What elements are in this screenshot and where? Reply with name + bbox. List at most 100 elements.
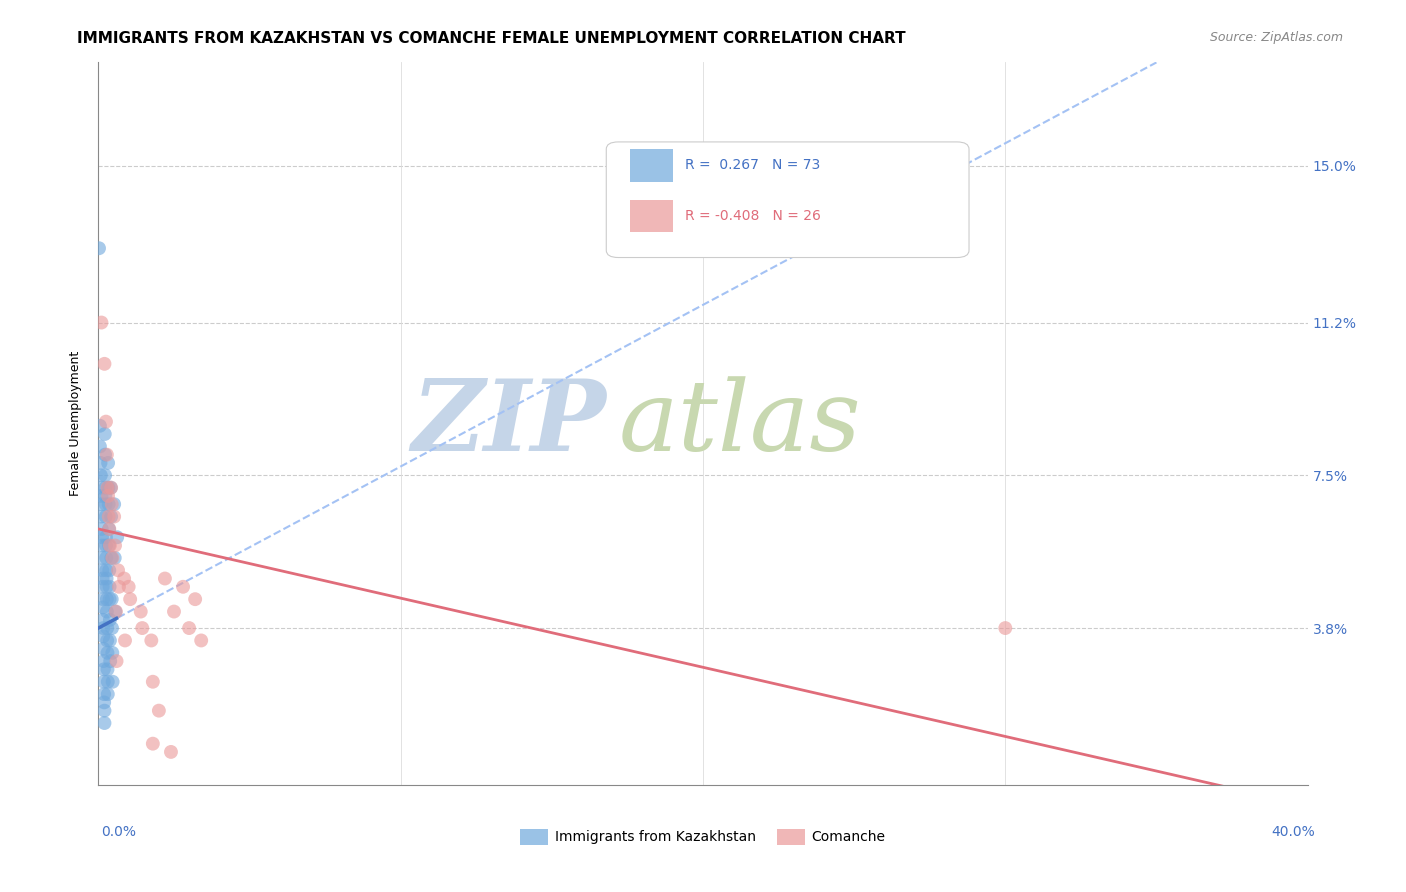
Point: [98, 539, 121, 553]
Point: [118, 580, 141, 594]
FancyBboxPatch shape: [630, 200, 672, 232]
Point: [97, 497, 120, 511]
Point: [114, 633, 136, 648]
Point: [90, 468, 112, 483]
Point: [93, 687, 115, 701]
Text: Source: ZipAtlas.com: Source: ZipAtlas.com: [1209, 31, 1343, 45]
Point: [141, 633, 163, 648]
Point: [107, 563, 129, 577]
Point: [100, 509, 122, 524]
Point: [101, 646, 124, 660]
Point: [90, 522, 112, 536]
Point: [91, 563, 114, 577]
Y-axis label: Female Unemployment: Female Unemployment: [69, 351, 83, 496]
Point: [105, 654, 128, 668]
Point: [93, 662, 115, 676]
Point: [98, 613, 121, 627]
Point: [160, 745, 183, 759]
Point: [90, 509, 112, 524]
Point: [94, 468, 117, 483]
Text: R =  0.267   N = 73: R = 0.267 N = 73: [685, 158, 820, 172]
Point: [97, 687, 120, 701]
Point: [190, 633, 212, 648]
Point: [91, 621, 114, 635]
Point: [89, 439, 111, 453]
Point: [104, 539, 127, 553]
Point: [184, 592, 207, 607]
Point: [994, 621, 1017, 635]
Point: [108, 580, 131, 594]
Point: [94, 427, 117, 442]
Point: [148, 704, 170, 718]
Point: [91, 592, 114, 607]
Point: [91, 629, 114, 643]
Point: [90, 489, 112, 503]
Point: [94, 415, 117, 429]
Point: [90, 481, 112, 495]
Point: [91, 600, 114, 615]
Text: R = -0.408   N = 26: R = -0.408 N = 26: [685, 209, 821, 223]
Point: [179, 621, 201, 635]
Point: [97, 456, 120, 470]
Text: IMMIGRANTS FROM KAZAKHSTAN VS COMANCHE FEMALE UNEMPLOYMENT CORRELATION CHART: IMMIGRANTS FROM KAZAKHSTAN VS COMANCHE F…: [77, 31, 905, 46]
Point: [103, 497, 125, 511]
Point: [93, 357, 115, 371]
Point: [103, 509, 125, 524]
Point: [98, 563, 121, 577]
Point: [131, 621, 153, 635]
Point: [89, 418, 111, 433]
Point: [96, 662, 118, 676]
Point: [91, 539, 114, 553]
Point: [94, 481, 117, 495]
Point: [101, 621, 124, 635]
Point: [100, 497, 122, 511]
Point: [94, 497, 117, 511]
Point: [93, 695, 115, 709]
Point: [100, 481, 122, 495]
Point: [96, 448, 118, 462]
FancyBboxPatch shape: [606, 142, 969, 258]
Point: [97, 509, 120, 524]
Point: [90, 316, 112, 330]
Point: [93, 704, 115, 718]
Point: [100, 481, 122, 495]
Point: [96, 481, 118, 495]
Point: [93, 674, 115, 689]
Point: [104, 550, 127, 565]
Point: [87, 241, 110, 255]
Point: [98, 633, 121, 648]
Point: [112, 572, 135, 586]
Point: [96, 592, 118, 607]
Point: [91, 580, 114, 594]
Point: [94, 448, 117, 462]
Point: [163, 605, 186, 619]
Point: [97, 489, 120, 503]
Point: [94, 489, 117, 503]
Point: [90, 456, 112, 470]
Point: [96, 580, 118, 594]
Point: [97, 481, 120, 495]
Point: [98, 592, 121, 607]
Point: [104, 605, 127, 619]
Point: [98, 522, 121, 536]
Point: [98, 580, 121, 594]
Point: [97, 674, 120, 689]
Point: [94, 539, 117, 553]
Point: [94, 530, 117, 544]
Text: 40.0%: 40.0%: [1271, 825, 1315, 839]
Point: [91, 572, 114, 586]
Point: [96, 621, 118, 635]
Point: [91, 530, 114, 544]
Point: [91, 550, 114, 565]
Point: [93, 654, 115, 668]
Point: [93, 641, 115, 656]
Point: [142, 737, 165, 751]
Point: [101, 550, 124, 565]
Point: [129, 605, 152, 619]
Point: [98, 654, 121, 668]
Text: ZIP: ZIP: [412, 376, 606, 472]
Point: [96, 633, 118, 648]
Point: [120, 592, 142, 607]
Text: 0.0%: 0.0%: [101, 825, 136, 839]
Point: [96, 605, 118, 619]
